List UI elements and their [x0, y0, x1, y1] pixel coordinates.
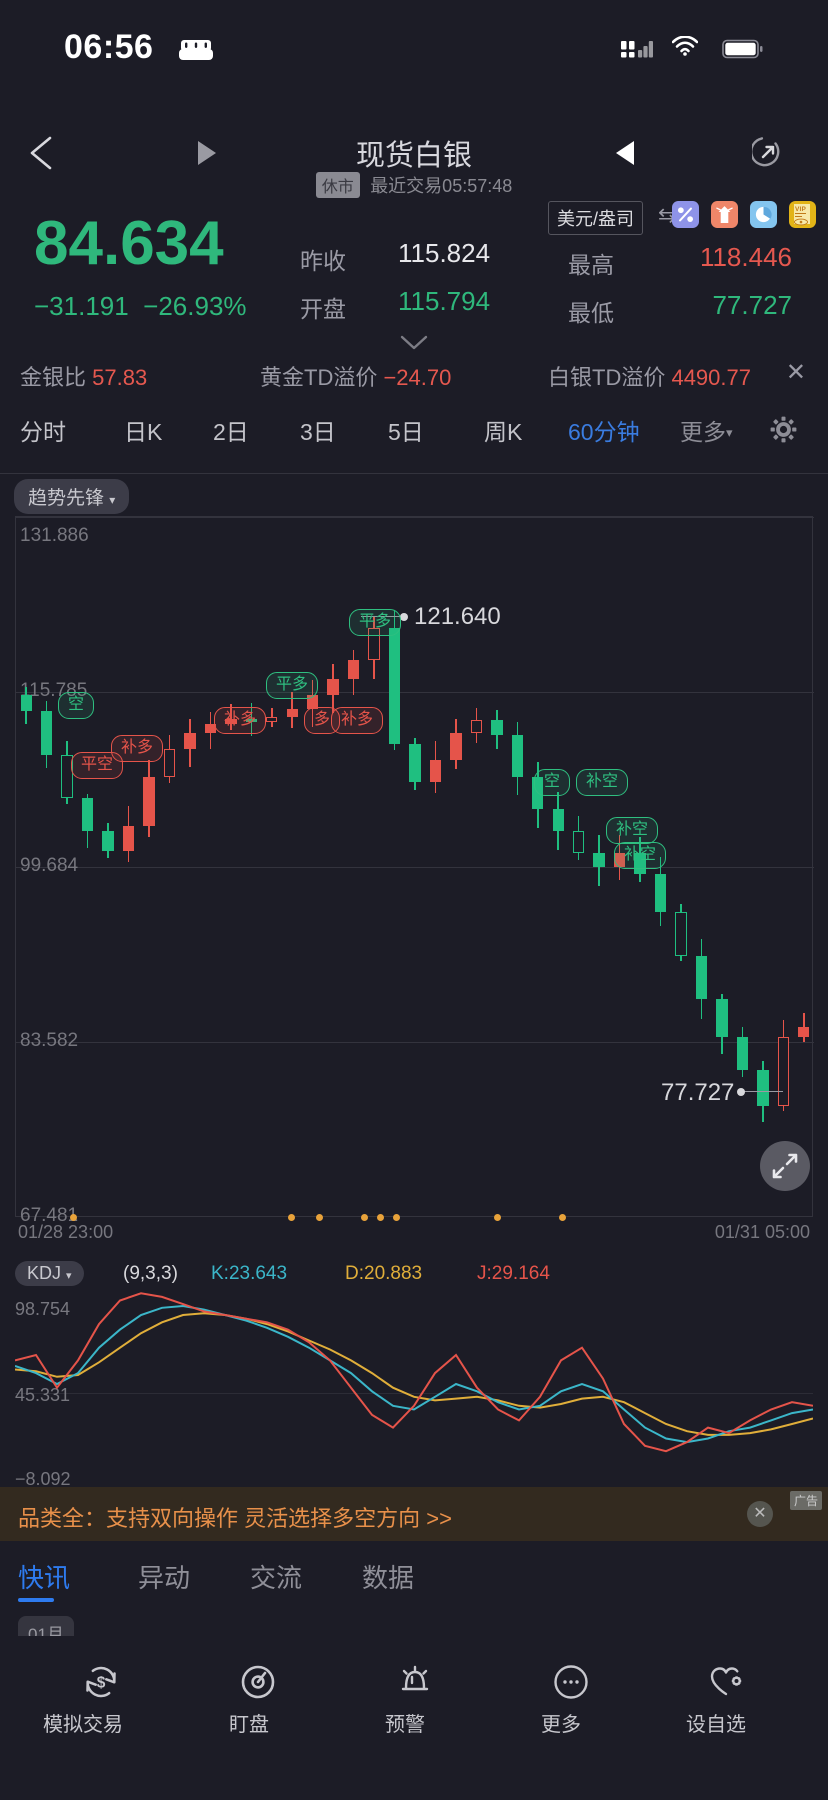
svg-text:$: $: [97, 1675, 106, 1692]
